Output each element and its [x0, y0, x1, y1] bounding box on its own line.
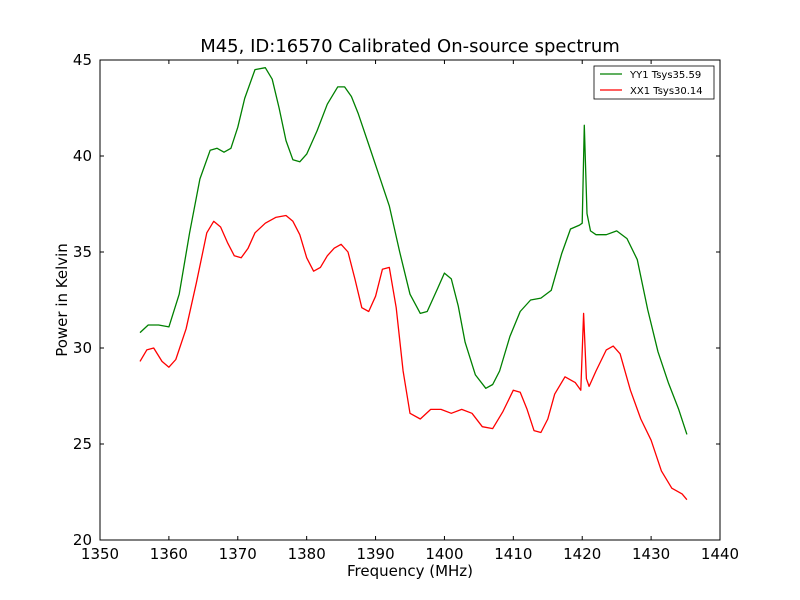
y-tick-label: 35	[73, 243, 92, 261]
legend-box	[593, 65, 715, 100]
y-tick-label: 25	[73, 435, 92, 453]
x-axis-label: Frequency (MHz)	[347, 562, 473, 580]
x-tick-label: 1400	[425, 545, 463, 563]
x-tick-label: 1380	[288, 545, 326, 563]
x-tick-label: 1370	[219, 545, 257, 563]
x-tick-label: 1430	[632, 545, 670, 563]
series-line-xx1	[139, 214, 688, 501]
plot-area	[99, 59, 721, 541]
y-axis-label: Power in Kelvin	[53, 243, 71, 357]
legend-label-xx1: XX1 Tsys30.14	[630, 86, 703, 97]
y-axis: 20 25 30 35 40 45	[73, 51, 720, 549]
x-axis: 1350 1360 1370 1380 1390 1400 1410 1420 1430 1440	[81, 60, 739, 563]
y-tick-label: 30	[73, 339, 92, 357]
x-tick-label: 1410	[494, 545, 532, 563]
chart-title: M45, ID:16570 Calibrated On-source spect…	[200, 36, 620, 57]
legend: YY1 Tsys35.59 XX1 Tsys30.14	[593, 65, 715, 100]
x-tick-label: 1350	[81, 545, 119, 563]
legend-label-yy1: YY1 Tsys35.59	[629, 70, 701, 81]
y-tick-label: 20	[73, 531, 92, 549]
x-tick-label: 1390	[356, 545, 394, 563]
y-tick-label: 45	[73, 51, 92, 69]
y-tick-label: 40	[73, 147, 92, 165]
x-tick-label: 1420	[563, 545, 601, 563]
x-tick-label: 1440	[701, 545, 739, 563]
series-layer	[139, 67, 688, 501]
series-line-yy1	[139, 67, 688, 435]
x-tick-label: 1360	[150, 545, 188, 563]
